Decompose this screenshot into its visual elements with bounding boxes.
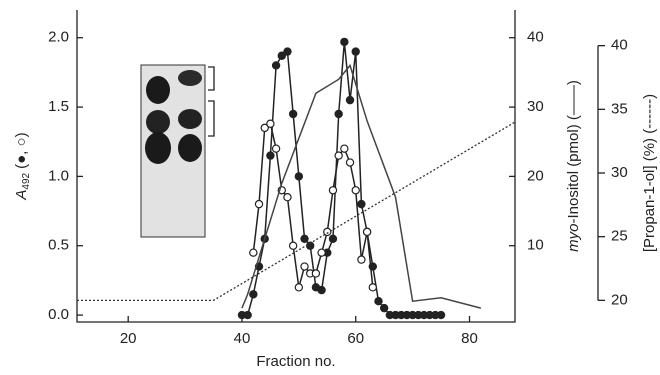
y-tick-label: 0.5 xyxy=(48,237,69,254)
data-point xyxy=(358,256,365,263)
x-tick-label: 60 xyxy=(347,330,364,347)
x-tick-label: 80 xyxy=(461,330,478,347)
data-point xyxy=(250,291,257,298)
data-point xyxy=(290,242,297,249)
data-point xyxy=(369,284,376,291)
y3-axis-label: [Propan-1-ol] (%) (------) xyxy=(641,94,658,252)
data-point xyxy=(318,287,325,294)
gel-inset xyxy=(141,65,214,237)
data-point xyxy=(318,249,325,256)
data-point xyxy=(295,173,302,180)
y3-tick-label: 40 xyxy=(611,37,628,54)
data-point xyxy=(301,235,308,242)
data-point xyxy=(329,235,336,242)
data-point xyxy=(341,145,348,152)
x-axis-label: Fraction no. xyxy=(256,353,335,370)
data-point xyxy=(352,187,359,194)
data-point xyxy=(375,298,382,305)
y3-tick-label: 25 xyxy=(611,228,628,245)
data-point xyxy=(335,152,342,159)
y2-tick-label: 20 xyxy=(527,167,544,184)
chart: 20 40 60 80 0.0 0.5 1.0 1.5 2.0 10 20 30 40 20 25 30 35 4… xyxy=(0,0,660,375)
y-label-text: (●, ○) xyxy=(13,132,30,168)
series-line xyxy=(242,42,441,315)
data-point xyxy=(437,311,444,318)
y-label-subscript: 492 xyxy=(21,172,32,189)
x-tick-label: 40 xyxy=(234,330,251,347)
data-point xyxy=(301,263,308,270)
data-point xyxy=(290,110,297,117)
y2-label-text: -Inositol (pmol) (——) xyxy=(565,80,582,223)
y-label-symbol: A xyxy=(13,190,30,201)
data-point xyxy=(267,120,274,127)
data-point xyxy=(329,187,336,194)
y3-tick-label: 35 xyxy=(611,100,628,117)
y-axis-label: A492 (●, ○) xyxy=(13,132,32,200)
data-point xyxy=(364,228,371,235)
y3-tick-label: 30 xyxy=(611,164,628,181)
data-point xyxy=(381,305,388,312)
data-point xyxy=(346,97,353,104)
data-point xyxy=(335,110,342,117)
y3-tick-label: 20 xyxy=(611,291,628,308)
data-point xyxy=(341,38,348,45)
y2-axis-label: myo-Inositol (pmol) (——) xyxy=(565,80,582,252)
y-tick-label: 0.0 xyxy=(48,306,69,323)
y2-tick-label: 10 xyxy=(527,237,544,254)
data-point xyxy=(284,48,291,55)
data-point xyxy=(250,249,257,256)
y2-tick-label: 40 xyxy=(527,29,544,46)
data-point xyxy=(284,194,291,201)
data-point xyxy=(352,48,359,55)
data-point xyxy=(272,145,279,152)
data-point xyxy=(267,152,274,159)
data-point xyxy=(272,62,279,69)
data-point xyxy=(295,284,302,291)
data-point xyxy=(358,201,365,208)
y-tick-label: 2.0 xyxy=(48,29,69,46)
data-point xyxy=(244,311,251,318)
data-point xyxy=(346,159,353,166)
data-point xyxy=(312,270,319,277)
x-tick-label: 20 xyxy=(120,330,137,347)
y-tick-label: 1.5 xyxy=(48,98,69,115)
y-tick-label: 1.0 xyxy=(48,167,69,184)
data-point xyxy=(255,201,262,208)
y2-tick-label: 30 xyxy=(527,98,544,115)
y2-label-prefix: myo xyxy=(565,224,582,252)
